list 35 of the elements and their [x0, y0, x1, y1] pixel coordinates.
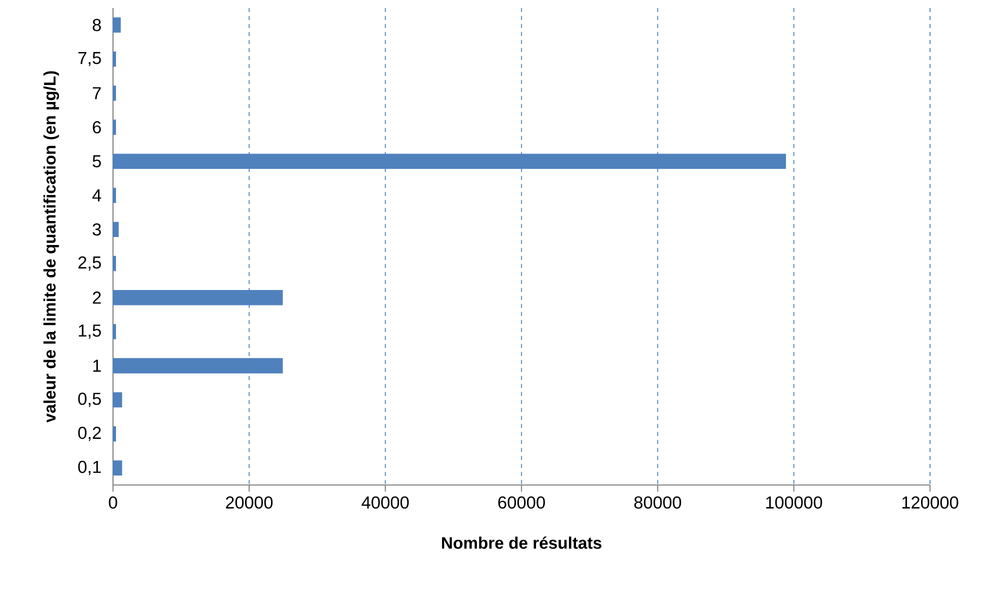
y-tick-label: 0,1: [78, 460, 101, 476]
bar: [112, 460, 122, 476]
bar: [112, 188, 116, 203]
bar: [112, 120, 116, 135]
y-tick-label: 7: [92, 87, 101, 100]
bar: [112, 324, 116, 340]
y-tick-label: 1: [93, 360, 101, 372]
bar: [112, 86, 116, 101]
x-tick-label: 40000: [362, 496, 409, 509]
y-tick-label: 2: [92, 292, 101, 304]
x-tick-label: 100000: [766, 496, 822, 509]
y-tick-label: 7,5: [78, 52, 101, 66]
bar: [112, 52, 116, 67]
x-tick-label: 20000: [226, 496, 273, 509]
y-tick-label: 0,5: [78, 392, 101, 407]
x-tick-label: 120000: [902, 496, 958, 509]
x-tick-label: 0: [108, 496, 118, 509]
x-axis-title: Nombre de résultats: [442, 536, 602, 549]
bar: [112, 392, 122, 408]
bar: [112, 17, 121, 33]
y-tick-label: 5: [92, 155, 101, 168]
y-tick-label: 2,5: [78, 256, 101, 271]
x-tick-label: 60000: [498, 496, 545, 509]
bar: [112, 256, 116, 272]
y-tick-label: 3: [92, 223, 101, 236]
x-tick-label: 80000: [634, 496, 682, 509]
bar: [112, 426, 116, 442]
y-tick-label: 1,5: [78, 324, 101, 339]
bar: [112, 222, 119, 238]
y-tick-label: 0,2: [78, 426, 101, 442]
y-tick-label: 8: [92, 18, 101, 32]
y-tick-label: 4: [92, 189, 102, 202]
bar: [112, 358, 283, 374]
y-tick-label: 6: [92, 121, 101, 134]
y-axis-title: valeur de la limite de quantification (en µg/L): [43, 71, 60, 423]
